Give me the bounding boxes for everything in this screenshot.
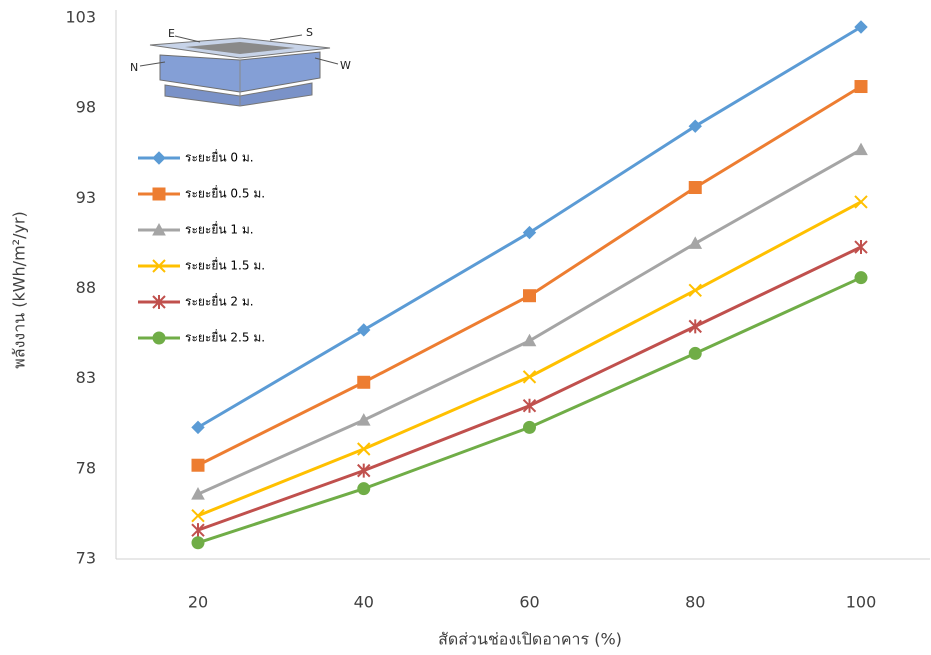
- inset-label: N: [130, 61, 138, 74]
- legend-label: ระยะยื่น 1 ม.: [185, 221, 254, 237]
- x-tick-label: 40: [354, 593, 374, 612]
- marker: [524, 335, 536, 346]
- marker: [358, 376, 370, 388]
- marker: [524, 371, 536, 383]
- marker: [855, 144, 867, 155]
- inset-label: S: [306, 26, 313, 39]
- y-axis-title: พลังงาน (kWh/m²/yr): [10, 211, 29, 369]
- legend-marker: [153, 152, 165, 164]
- marker: [192, 459, 204, 471]
- series-line: [198, 202, 861, 516]
- marker: [192, 537, 204, 549]
- marker: [689, 237, 701, 248]
- inset-label: W: [340, 59, 351, 72]
- y-tick-label: 73: [76, 549, 96, 568]
- legend-label: ระยะยื่น 0 ม.: [185, 149, 254, 165]
- marker: [855, 196, 867, 208]
- y-tick-label: 88: [76, 278, 96, 297]
- x-tick-label: 60: [519, 593, 539, 612]
- marker: [855, 272, 867, 284]
- page: {"chart_data": {"type": "line", "x_label…: [0, 0, 931, 655]
- y-tick-label: 103: [65, 8, 96, 27]
- x-tick-label: 100: [846, 593, 877, 612]
- marker: [855, 240, 867, 254]
- building-inset: E S N W: [130, 26, 351, 106]
- x-axis-title: สัดส่วนช่องเปิดอาคาร (%): [438, 630, 622, 649]
- y-tick-label: 98: [76, 98, 96, 117]
- legend-label: ระยะยื่น 2 ม.: [185, 293, 254, 309]
- marker: [192, 510, 204, 522]
- marker: [358, 483, 370, 495]
- marker: [689, 182, 701, 194]
- chart: E S N W สัดส่วนช่องเปิดอาคาร (%) พลังงาน…: [0, 0, 931, 655]
- y-tick-label: 93: [76, 188, 96, 207]
- marker: [689, 347, 701, 359]
- y-tick-label: 78: [76, 458, 96, 477]
- marker: [689, 284, 701, 296]
- inset-pointer: [270, 35, 302, 40]
- inset-pointer: [175, 36, 200, 42]
- marker: [358, 443, 370, 455]
- legend-label: ระยะยื่น 2.5 ม.: [185, 329, 265, 345]
- legend-marker: [153, 188, 165, 200]
- marker: [524, 399, 536, 413]
- legend-label: ระยะยื่น 0.5 ม.: [185, 185, 265, 201]
- legend-label: ระยะยื่น 1.5 ม.: [185, 257, 265, 273]
- y-tick-label: 83: [76, 368, 96, 387]
- inset-label: E: [168, 27, 175, 40]
- marker: [855, 81, 867, 93]
- marker: [524, 290, 536, 302]
- x-tick-label: 20: [188, 593, 208, 612]
- marker: [689, 319, 701, 333]
- legend-marker: [153, 332, 165, 344]
- marker: [524, 421, 536, 433]
- x-tick-label: 80: [685, 593, 705, 612]
